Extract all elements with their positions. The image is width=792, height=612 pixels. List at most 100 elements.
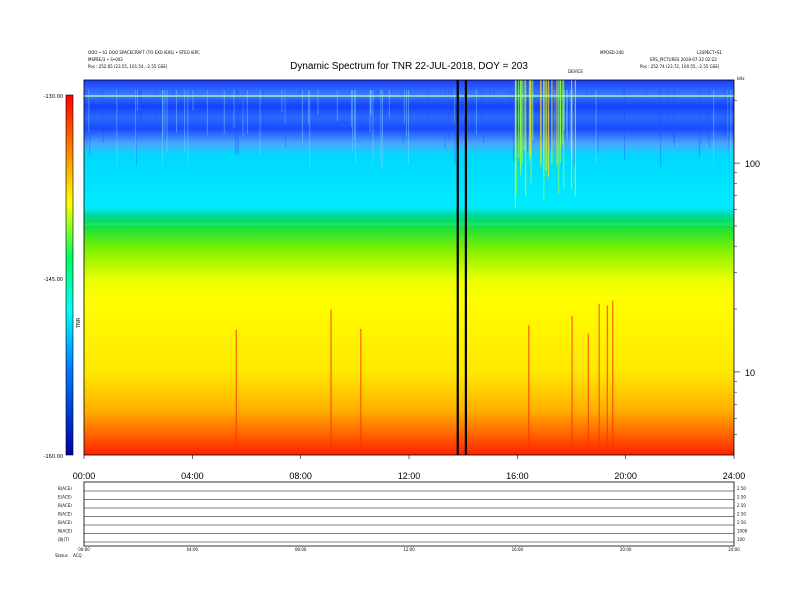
burst-streak-red [571, 315, 573, 455]
y-axis: 100 10 [734, 99, 760, 436]
streak [513, 90, 514, 163]
bottom-x-tick-label: 00:00 [78, 547, 90, 552]
burst-streak [574, 80, 576, 196]
streak [223, 90, 225, 134]
burst-streak [528, 80, 530, 162]
bottom-x-tick-label: 12:00 [403, 547, 415, 552]
streak [184, 90, 186, 153]
streak [574, 90, 575, 166]
x-tick-label: 16:00 [506, 471, 529, 481]
streak [351, 90, 353, 151]
spectrogram-background [84, 80, 734, 455]
burst-streak [558, 80, 560, 194]
streak [489, 90, 491, 116]
spectrogram-streaks [84, 80, 734, 455]
streak [571, 90, 573, 157]
streak [550, 90, 551, 149]
x-tick-label: 00:00 [73, 471, 96, 481]
streak [370, 90, 372, 116]
colorbar-tick-mid: -145.00 [44, 277, 63, 283]
x-axis: 00:00 04:00 08:00 12:00 16:00 20:00 24:00 [73, 455, 746, 481]
header-code: MPOSD-240 [600, 50, 624, 55]
streak [408, 90, 409, 165]
header-info-right-3: Pos : 252.74 (23.72, 100.55, -2.55 GSE) [640, 64, 720, 69]
streak [281, 90, 283, 112]
streak [317, 90, 319, 115]
streak [242, 90, 244, 114]
streak [166, 90, 168, 154]
streak [192, 90, 194, 111]
streak [172, 90, 174, 120]
burst-streak [563, 80, 565, 189]
streak [660, 90, 662, 167]
streak [673, 90, 675, 146]
bottom-trace-label: B(ACE) [58, 520, 72, 525]
streak [645, 90, 647, 137]
bottom-trace-scale: 2.50 [737, 486, 746, 491]
burst-streak-red [528, 325, 530, 455]
streak [284, 90, 286, 125]
streak [164, 90, 166, 134]
streak [229, 90, 230, 134]
burst-streak [559, 80, 561, 163]
bottom-trace-label: B(ACE) [58, 503, 72, 508]
streak [493, 90, 495, 133]
streak [302, 90, 303, 144]
streak [454, 90, 456, 165]
streak [567, 90, 568, 142]
streak [403, 90, 405, 124]
burst-streak [530, 80, 532, 157]
header-info-right-2: ERS_PICTURES 2018-07-22 02:22 [650, 57, 717, 62]
burst-streak [525, 80, 527, 196]
marker-label: DEVICE [568, 69, 583, 74]
burst-streak-red [598, 303, 600, 454]
streak [117, 90, 119, 133]
corner-unit-label: kHz [737, 76, 744, 81]
streak [672, 90, 674, 142]
burst-streak [561, 80, 563, 145]
streak [480, 90, 482, 134]
x-tick-label: 12:00 [398, 471, 421, 481]
streak [243, 90, 245, 118]
streak [669, 90, 670, 117]
streak [309, 90, 311, 169]
burst-streak [523, 80, 525, 151]
bottom-trace-scale: 1000 [737, 529, 748, 534]
streak [713, 90, 715, 166]
bottom-status-value: ACQ [73, 553, 82, 558]
header-info-left-3: Pos : 252.65 (23.55, 101.54, -2.55 GSE) [88, 64, 168, 69]
streak [511, 90, 513, 115]
streak [259, 90, 261, 156]
streak [666, 90, 668, 126]
streak [88, 90, 90, 132]
streak [569, 90, 571, 149]
streak [704, 90, 706, 130]
bottom-x-tick-label: 08:00 [295, 547, 307, 552]
streak [187, 90, 189, 166]
bottom-x-tick-label: 16:00 [512, 547, 524, 552]
burst-streak-red [606, 305, 608, 455]
x-tick-label: 24:00 [723, 471, 746, 481]
streak [236, 90, 238, 151]
streak [709, 90, 710, 147]
streak [405, 90, 406, 114]
header-info-right-1: L2SPECT•S1 [697, 50, 722, 55]
streak [564, 90, 565, 131]
streak [235, 90, 237, 155]
streak [372, 90, 374, 163]
streak [730, 90, 732, 161]
burst-streak-red [235, 329, 237, 455]
streak [135, 90, 136, 163]
burst-streak [551, 80, 553, 165]
streak [237, 90, 239, 155]
bottom-trace-label: N(ACE) [58, 529, 73, 534]
burst-streak-red [612, 300, 614, 451]
streak [141, 90, 143, 129]
streak [135, 90, 137, 166]
streak [401, 90, 403, 114]
burst-streak-red [330, 309, 332, 455]
streak [242, 90, 244, 137]
streak [406, 90, 407, 137]
colorbar-label: TNR [76, 317, 82, 329]
streak [84, 90, 85, 140]
